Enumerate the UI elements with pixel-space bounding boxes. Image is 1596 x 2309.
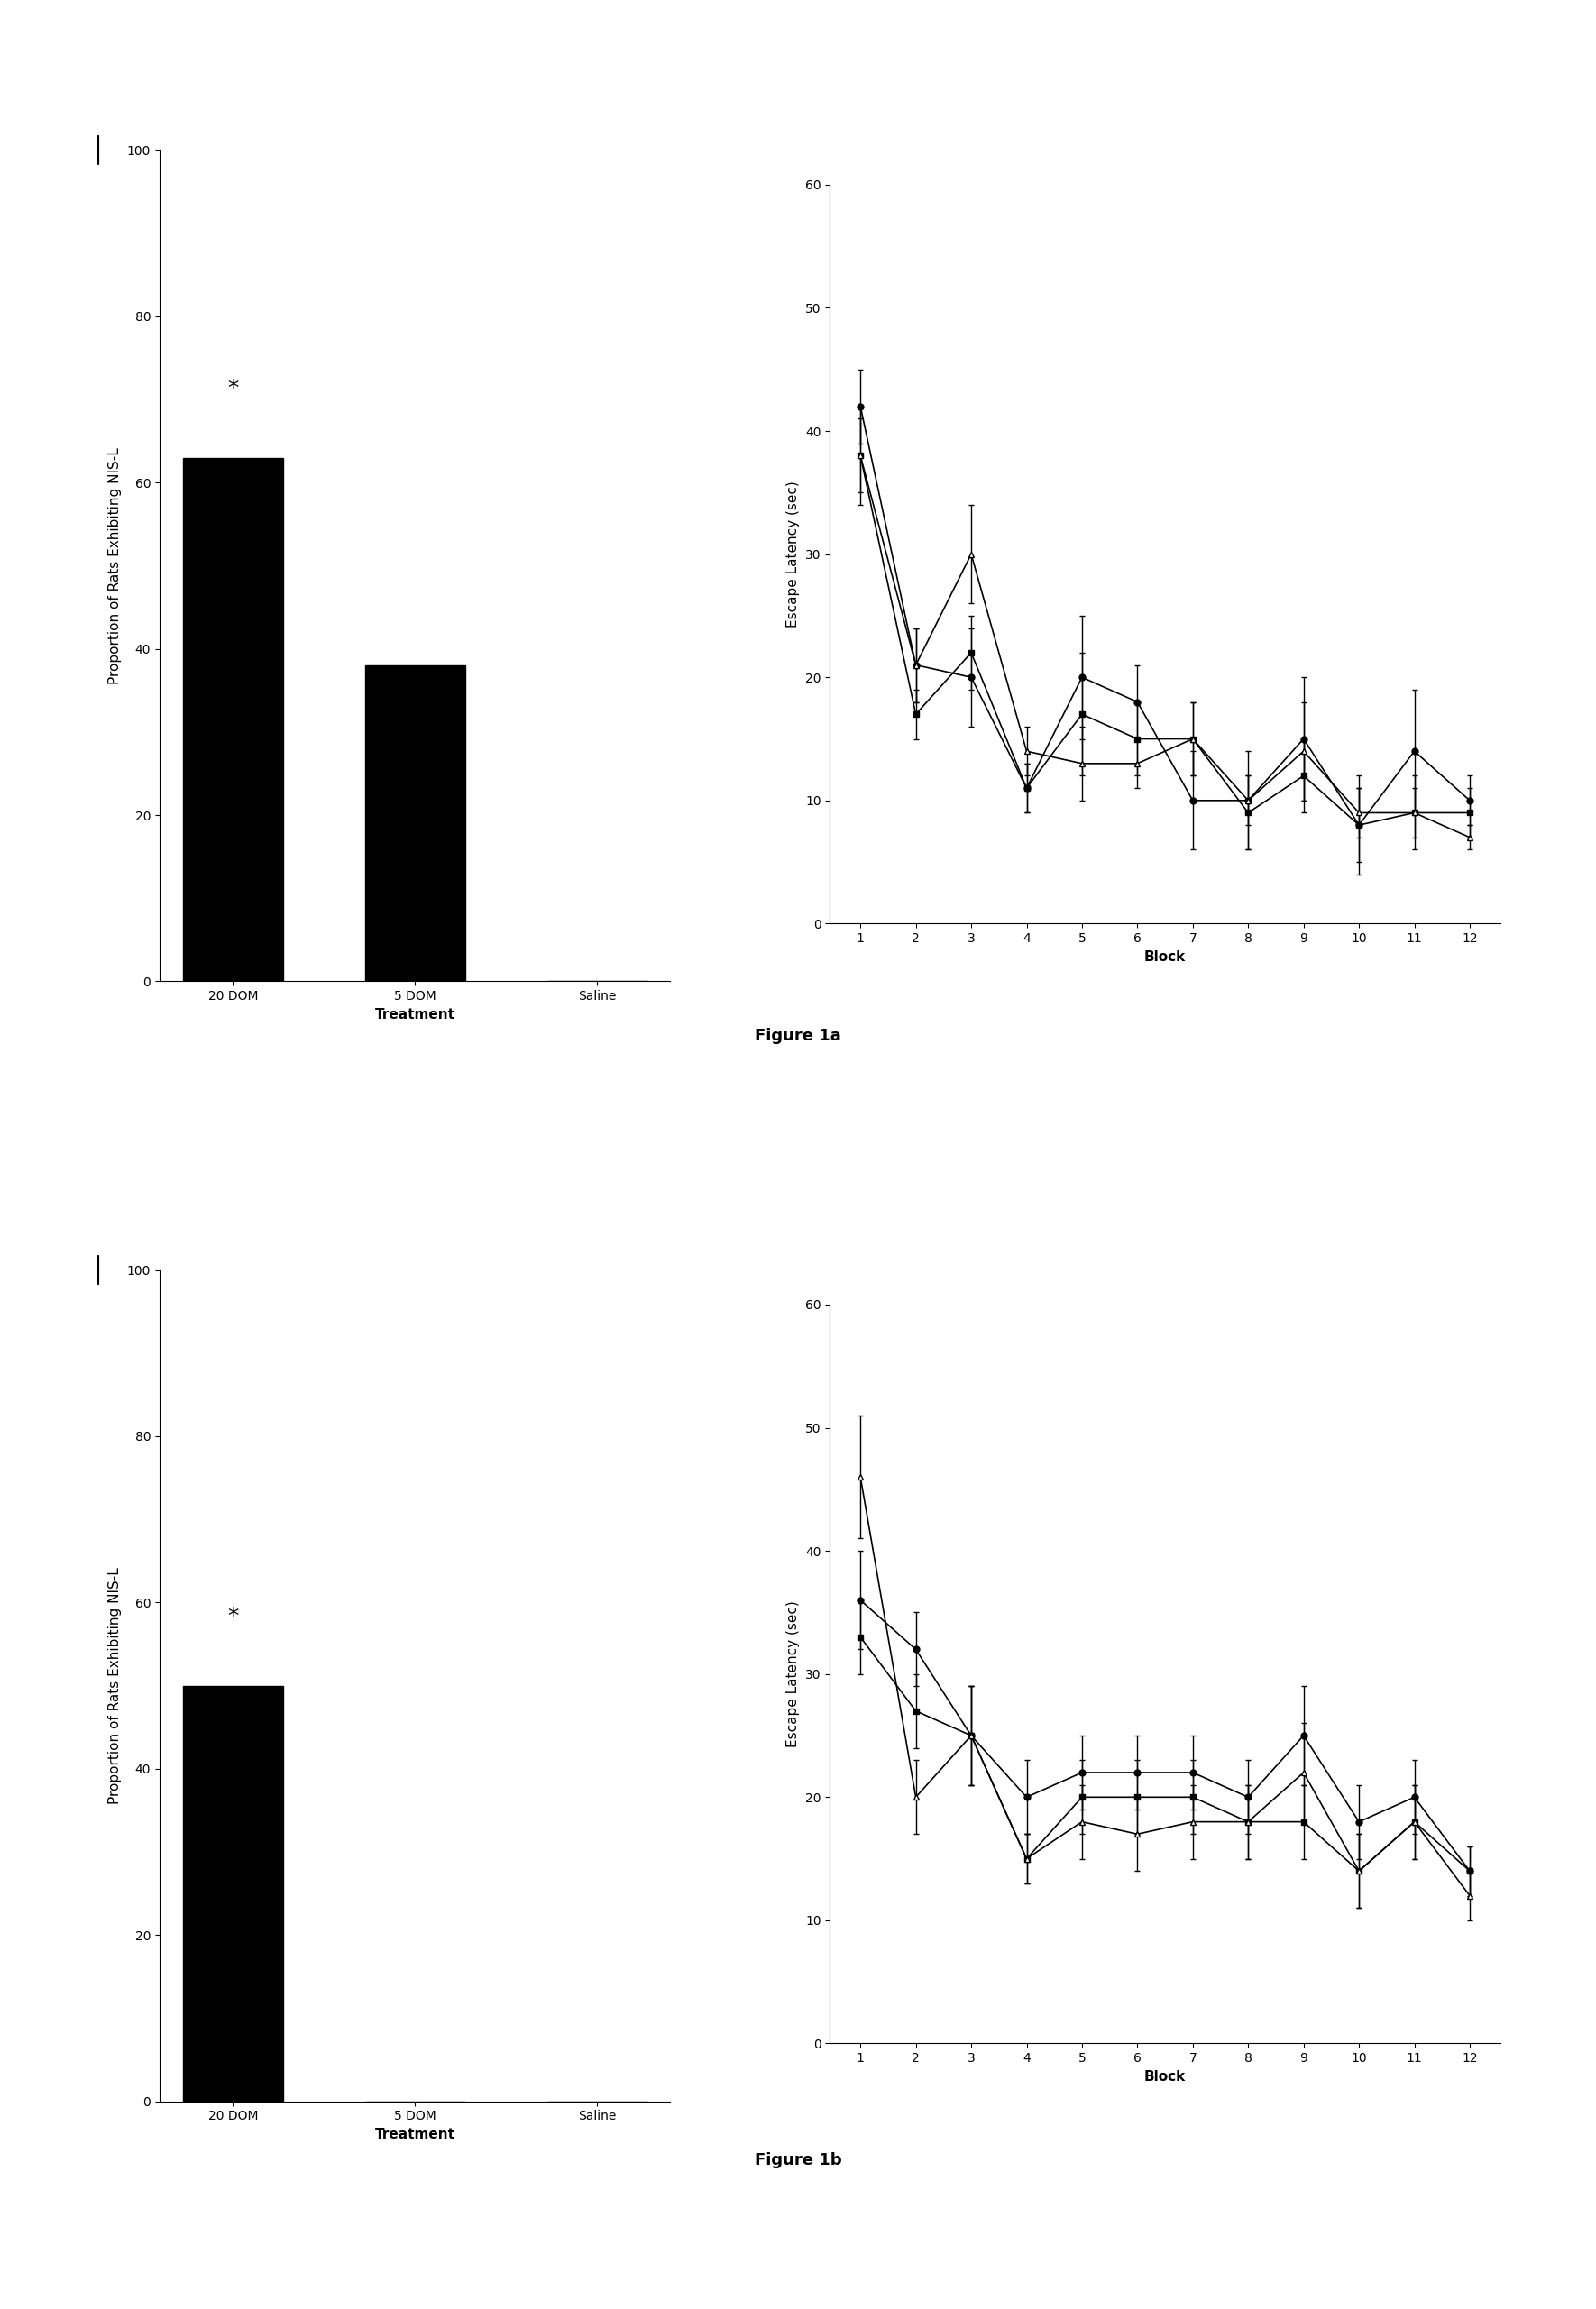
Text: *: * (227, 379, 238, 399)
Y-axis label: Proportion of Rats Exhibiting NIS-L: Proportion of Rats Exhibiting NIS-L (109, 1568, 121, 1803)
Y-axis label: Escape Latency (sec): Escape Latency (sec) (787, 480, 800, 628)
X-axis label: Treatment: Treatment (375, 1007, 455, 1021)
Text: *: * (227, 1605, 238, 1628)
Y-axis label: Proportion of Rats Exhibiting NIS-L: Proportion of Rats Exhibiting NIS-L (109, 448, 121, 683)
Y-axis label: Escape Latency (sec): Escape Latency (sec) (787, 1600, 800, 1748)
Bar (365, 665, 464, 981)
X-axis label: Treatment: Treatment (375, 2127, 455, 2140)
Bar (184, 1686, 282, 2101)
Text: Figure 1a: Figure 1a (755, 1028, 841, 1044)
X-axis label: Block: Block (1144, 949, 1186, 963)
Text: Figure 1b: Figure 1b (755, 2152, 841, 2168)
Bar (184, 457, 282, 981)
X-axis label: Block: Block (1144, 2069, 1186, 2083)
